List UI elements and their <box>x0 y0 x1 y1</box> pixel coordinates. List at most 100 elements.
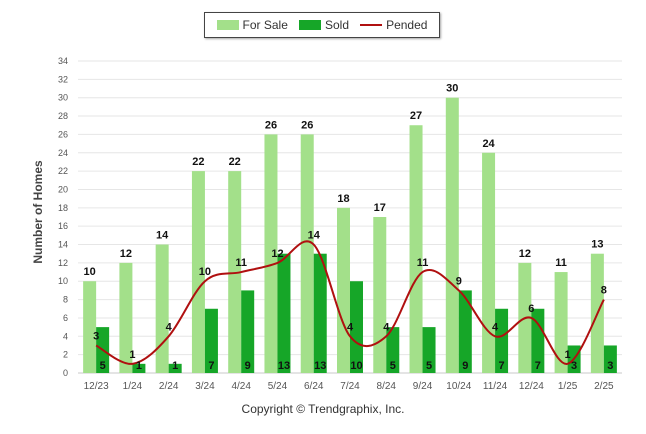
x-tick-label: 1/25 <box>558 381 578 392</box>
sold-bar <box>603 345 617 373</box>
legend-item-for-sale[interactable]: For Sale <box>216 18 288 32</box>
for-sale-swatch <box>216 20 239 30</box>
x-tick-label: 2/25 <box>594 381 614 392</box>
y-tick-label: 4 <box>63 331 68 341</box>
pended-value-label: 3 <box>93 330 99 342</box>
pended-value-label: 4 <box>492 321 499 333</box>
legend-label-sold: Sold <box>324 18 349 32</box>
sold-bar <box>386 327 400 373</box>
y-tick-label: 12 <box>58 258 68 268</box>
pended-swatch <box>360 24 383 26</box>
x-tick-label: 2/24 <box>159 381 179 392</box>
pended-value-label: 11 <box>417 257 429 269</box>
y-tick-label: 16 <box>58 221 68 231</box>
y-tick-label: 2 <box>63 350 68 360</box>
pended-value-label: 4 <box>166 321 173 333</box>
x-axis-ticks: 12/23 1/24 2/24 3/24 4/24 5/24 6/24 7/24 8/24 9/2… <box>84 381 614 392</box>
sold-bar <box>204 308 218 373</box>
sold-value-label: 1 <box>136 360 142 372</box>
y-tick-label: 26 <box>58 129 68 139</box>
sold-value-label: 5 <box>426 360 432 372</box>
sold-value-label: 7 <box>208 360 214 372</box>
sold-value-label: 5 <box>100 360 106 372</box>
sold-bar <box>458 290 472 373</box>
sold-value-label: 9 <box>245 360 251 372</box>
for-sale-value-label: 17 <box>374 202 386 214</box>
pended-line <box>95 240 605 365</box>
for-sale-bar <box>409 125 423 373</box>
sold-bar <box>495 308 509 373</box>
pended-value-label: 4 <box>347 321 354 333</box>
sold-bar <box>132 363 146 373</box>
pended-value-label: 8 <box>601 285 607 297</box>
y-tick-label: 28 <box>58 111 68 121</box>
for-sale-bar <box>155 244 169 373</box>
y-tick-label: 8 <box>63 295 68 305</box>
for-sale-bar <box>300 134 314 373</box>
pended-value-label: 10 <box>199 266 211 278</box>
sold-bar <box>277 253 291 373</box>
for-sale-bar <box>191 171 205 373</box>
sold-value-label: 9 <box>462 360 468 372</box>
sold-value-label: 7 <box>499 360 505 372</box>
sold-value-label: 10 <box>350 360 362 372</box>
y-tick-label: 22 <box>58 166 68 176</box>
y-axis-label: Number of Homes <box>31 160 45 264</box>
for-sale-bar <box>264 134 278 373</box>
pended-value-label: 12 <box>271 248 283 260</box>
for-sale-value-label: 26 <box>265 119 277 131</box>
y-tick-label: 34 <box>58 56 68 66</box>
legend: For Sale Sold Pended <box>204 12 440 38</box>
pended-value-label: 14 <box>308 230 321 242</box>
y-tick-label: 6 <box>63 313 68 323</box>
for-sale-value-label: 11 <box>555 257 567 269</box>
pended-series-line <box>95 240 605 365</box>
sold-bars <box>96 253 617 373</box>
for-sale-bar <box>373 217 387 373</box>
for-sale-value-label: 24 <box>482 138 495 150</box>
for-sale-value-label: 13 <box>591 239 603 251</box>
sold-value-label: 1 <box>172 360 178 372</box>
for-sale-bar <box>83 281 97 373</box>
sold-bar <box>168 363 182 373</box>
for-sale-value-label: 22 <box>192 156 204 168</box>
y-tick-label: 20 <box>58 184 68 194</box>
for-sale-value-label: 10 <box>84 266 96 278</box>
pended-value-label: 9 <box>456 275 462 287</box>
sold-value-label: 7 <box>535 360 541 372</box>
pended-value-label: 1 <box>129 349 135 361</box>
x-tick-label: 9/24 <box>413 381 433 392</box>
legend-label-for-sale: For Sale <box>242 18 288 32</box>
for-sale-bar <box>119 262 133 373</box>
legend-item-sold[interactable]: Sold <box>298 18 349 32</box>
sold-value-label: 5 <box>390 360 396 372</box>
y-tick-label: 0 <box>63 368 68 378</box>
sold-bar <box>422 327 436 373</box>
sold-value-label: 13 <box>314 360 326 372</box>
pended-value-label: 6 <box>528 303 534 315</box>
x-tick-label: 7/24 <box>340 381 360 392</box>
pended-value-label: 11 <box>235 257 247 269</box>
x-tick-label: 4/24 <box>231 381 251 392</box>
x-tick-label: 3/24 <box>195 381 215 392</box>
for-sale-value-label: 18 <box>337 193 349 205</box>
for-sale-value-label: 12 <box>120 248 132 260</box>
for-sale-value-label: 14 <box>156 230 169 242</box>
legend-label-pended: Pended <box>386 18 428 32</box>
credits[interactable]: Copyright © Trendgraphix, Inc. <box>241 402 405 416</box>
for-sale-bar <box>337 207 350 373</box>
sold-value-label: 3 <box>571 360 577 372</box>
legend-item-pended[interactable]: Pended <box>360 18 427 32</box>
for-sale-bar <box>482 152 496 373</box>
x-tick-label: 12/23 <box>84 381 109 392</box>
sold-swatch <box>298 20 321 30</box>
sold-value-label: 3 <box>607 360 613 372</box>
for-sale-bar <box>554 272 568 373</box>
sold-bar <box>313 253 327 373</box>
x-tick-label: 1/24 <box>123 381 143 392</box>
y-tick-label: 14 <box>58 240 68 250</box>
x-tick-label: 5/24 <box>268 381 288 392</box>
